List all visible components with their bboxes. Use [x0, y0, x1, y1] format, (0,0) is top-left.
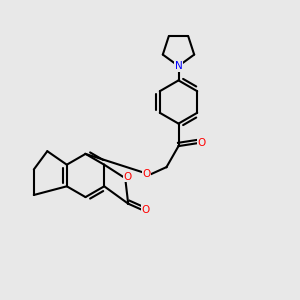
Text: O: O [198, 138, 206, 148]
Text: N: N [175, 61, 182, 71]
Text: O: O [142, 205, 150, 215]
Text: O: O [142, 169, 151, 179]
Text: O: O [124, 172, 132, 182]
